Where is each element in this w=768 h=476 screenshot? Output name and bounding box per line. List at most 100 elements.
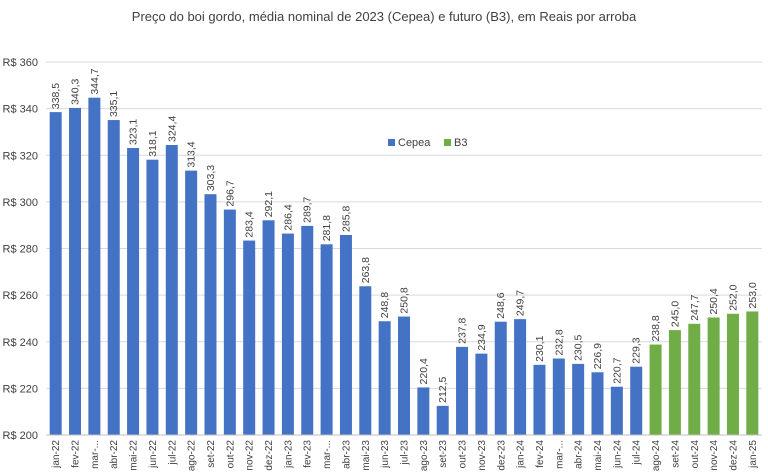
data-label: 220,4 <box>418 358 430 384</box>
bar-cepea <box>475 353 488 435</box>
y-tick-label: R$ 240 <box>3 337 38 349</box>
data-label: 344,7 <box>89 68 101 94</box>
bar-cepea <box>88 97 101 435</box>
bar-cepea <box>436 405 449 435</box>
x-tick-label: ago-22 <box>187 440 198 472</box>
bar-cepea <box>398 316 410 435</box>
gridlines <box>46 61 762 389</box>
data-label: 247,7 <box>689 294 701 320</box>
data-label: 232,8 <box>553 329 565 355</box>
bar-b3 <box>668 330 681 435</box>
legend-swatch-cepea <box>388 139 395 146</box>
bar-cepea <box>572 363 585 435</box>
data-label: 323,1 <box>128 119 140 145</box>
data-label: 226,9 <box>592 343 604 369</box>
data-label: 245,0 <box>669 301 681 327</box>
bar-b3 <box>707 317 720 435</box>
bar-cepea <box>494 321 507 435</box>
data-label: 324,4 <box>166 116 178 142</box>
data-label: 230,1 <box>534 335 546 361</box>
x-tick-label: abr-22 <box>109 440 120 469</box>
bar-cepea <box>456 346 469 435</box>
x-tick-label: mar-... <box>322 440 333 469</box>
bar-b3 <box>726 313 739 435</box>
y-tick-label: R$ 340 <box>3 104 38 116</box>
data-label: 313,4 <box>186 141 198 167</box>
data-label: 230,5 <box>573 334 585 360</box>
y-tick-label: R$ 280 <box>3 244 38 256</box>
x-tick-label: dez-23 <box>496 440 507 471</box>
x-tick-label: mar-... <box>554 440 565 469</box>
data-labels: 338,5 340,3 344,7 335,1 323,1 318,1 324,4 313,4… <box>50 68 759 403</box>
legend: Cepea B3 <box>388 137 467 149</box>
x-tick-label: set-24 <box>670 440 681 468</box>
y-tick-label: R$ 200 <box>3 430 38 442</box>
bar-cepea <box>185 170 198 436</box>
x-tick-label: dez-24 <box>728 440 739 471</box>
data-label: 248,6 <box>495 292 507 318</box>
bar-b3 <box>649 344 662 435</box>
data-label: 250,8 <box>399 287 411 313</box>
data-label: 212,5 <box>437 376 449 402</box>
x-tick-label: jul-24 <box>632 440 643 466</box>
x-tick-label: fev-23 <box>303 440 314 468</box>
data-label: 286,4 <box>282 204 294 230</box>
y-tick-label: R$ 300 <box>3 197 38 209</box>
y-axis-ticks: R$ 200 R$ 220 R$ 240 R$ 260 R$ 280 R$ 300 R$ 3… <box>3 57 38 442</box>
x-tick-label: jun-24 <box>612 440 623 469</box>
bar-cepea <box>514 319 527 435</box>
data-label: 238,8 <box>650 315 662 341</box>
x-tick-label: out-22 <box>225 440 236 469</box>
y-tick-label: R$ 320 <box>3 150 38 162</box>
x-tick-label: out-24 <box>690 440 701 469</box>
bar-cepea <box>378 321 391 435</box>
x-tick-label: abr-23 <box>341 440 352 469</box>
data-label: 220,7 <box>611 357 623 383</box>
bar-b3 <box>688 323 701 435</box>
x-tick-label: jun-23 <box>380 440 391 469</box>
bar-cepea <box>359 286 372 435</box>
x-tick-label: jul-23 <box>400 440 411 466</box>
x-tick-label: fev-24 <box>535 440 546 468</box>
x-tick-label: nov-24 <box>709 440 720 471</box>
x-tick-label: mar-... <box>90 440 101 469</box>
x-tick-label: jan-22 <box>51 440 62 469</box>
x-tick-label: jan-25 <box>748 440 759 469</box>
bar-b3 <box>746 311 759 435</box>
data-label: 248,8 <box>379 292 391 318</box>
x-axis-ticks: jan-22 fev-22 mar-... abr-22 mai-22 jun-22 jul… <box>51 440 759 472</box>
bar-cepea <box>165 144 178 435</box>
bar-cepea <box>262 220 275 435</box>
bar-cepea <box>146 159 159 435</box>
data-label: 263,8 <box>360 257 372 283</box>
bar-cepea <box>301 225 314 435</box>
bar-cepea <box>204 194 217 435</box>
x-tick-label: out-23 <box>458 440 469 469</box>
data-label: 250,4 <box>708 288 720 314</box>
bar-cepea <box>339 234 352 435</box>
bar-cepea <box>281 233 294 435</box>
data-label: 340,3 <box>70 78 82 104</box>
bar-cepea <box>127 148 140 435</box>
legend-swatch-b3 <box>444 139 451 146</box>
bar-cepea <box>49 112 62 435</box>
x-tick-label: nov-22 <box>245 440 256 471</box>
legend-label-cepea: Cepea <box>398 137 431 149</box>
x-tick-label: nov-23 <box>477 440 488 471</box>
bar-cepea <box>417 387 430 435</box>
bar-cepea <box>243 240 256 435</box>
data-label: 292,1 <box>263 191 275 217</box>
x-tick-label: fev-22 <box>71 440 82 468</box>
legend-label-b3: B3 <box>454 137 467 149</box>
bar-cepea <box>630 366 643 435</box>
bar-cepea <box>610 386 623 435</box>
x-tick-label: dez-22 <box>264 440 275 471</box>
data-label: 303,3 <box>205 165 217 191</box>
x-tick-label: set-23 <box>438 440 449 468</box>
x-tick-label: ago-23 <box>419 440 430 472</box>
data-label: 296,7 <box>224 180 236 206</box>
data-label: 249,7 <box>515 290 527 316</box>
data-label: 252,0 <box>727 284 739 310</box>
x-tick-label: jun-22 <box>148 440 159 469</box>
